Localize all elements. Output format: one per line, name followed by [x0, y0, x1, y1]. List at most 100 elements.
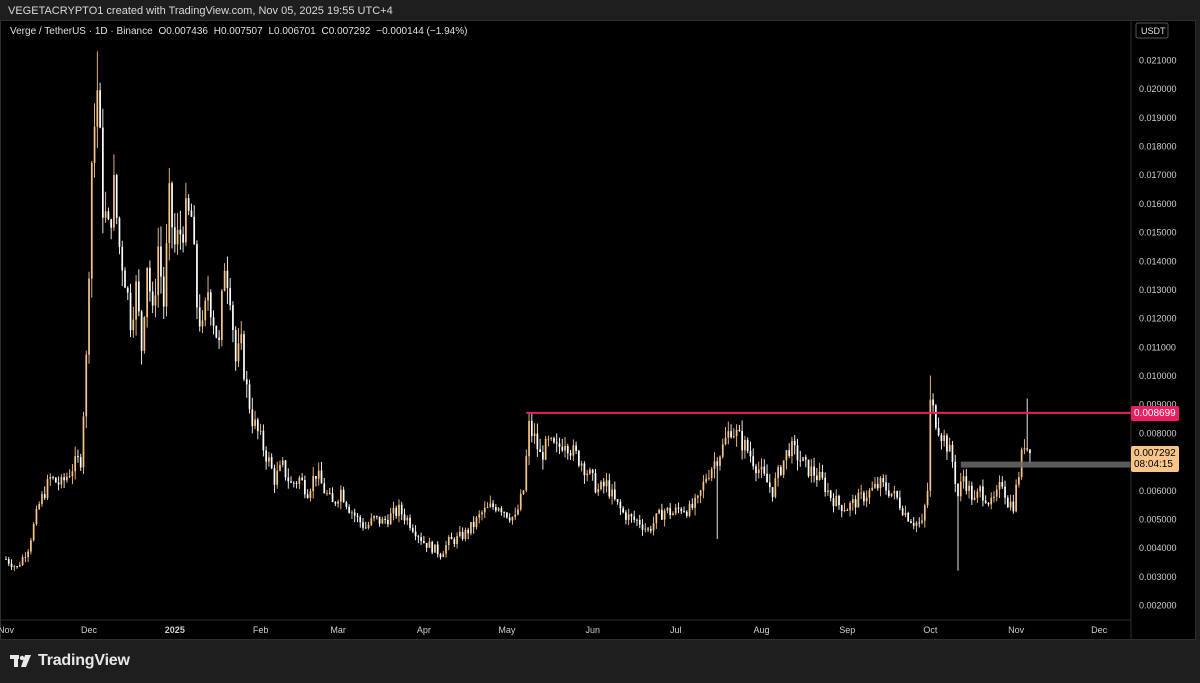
candle-361 [1004, 480, 1006, 505]
tradingview-brand[interactable]: TradingView [38, 652, 130, 669]
candle-43 [124, 267, 126, 288]
candle-34 [99, 82, 101, 129]
ohlc-high: H0.007507 [213, 26, 263, 37]
candle-76 [215, 325, 218, 339]
candle-117 [328, 488, 331, 495]
candle-75 [212, 310, 215, 335]
candle-364 [1012, 494, 1015, 514]
candle-347 [965, 469, 968, 495]
candle-235 [655, 513, 658, 529]
candle-214 [597, 483, 600, 497]
candle-297 [827, 482, 829, 496]
candle-3 [13, 564, 16, 571]
candle-232 [647, 527, 649, 532]
candle-86 [243, 330, 245, 382]
candle-87 [245, 370, 248, 398]
candle-111 [312, 467, 315, 499]
candle-90 [254, 410, 256, 430]
candle-9 [30, 537, 32, 555]
candle-264 [735, 424, 738, 447]
candle-279 [777, 464, 779, 487]
candle-273 [760, 458, 763, 479]
candle-5 [18, 561, 21, 568]
candle-263 [732, 428, 735, 439]
candle-138 [387, 514, 389, 528]
candle-293 [816, 468, 818, 487]
candle-234 [652, 516, 655, 536]
symbol-name[interactable]: Verge / TetherUS · 1D · Binance [10, 26, 153, 37]
candle-335 [932, 393, 934, 412]
price-tick-15: 0.006000 [1139, 486, 1177, 496]
candle-269 [749, 441, 752, 463]
candle-53 [151, 281, 154, 314]
candle-126 [353, 508, 356, 523]
candle-45 [129, 283, 132, 338]
candle-190 [530, 413, 533, 443]
candle-349 [970, 481, 973, 505]
candle-148 [414, 525, 417, 541]
candle-118 [331, 487, 334, 503]
candle-135 [378, 516, 381, 527]
candle-56 [160, 226, 162, 294]
candle-352 [979, 484, 981, 498]
candle-48 [137, 269, 140, 317]
overlays [526, 411, 1131, 468]
candle-106 [298, 475, 301, 490]
candle-230 [641, 519, 644, 536]
candle-161 [450, 532, 453, 540]
candle-247 [688, 500, 691, 518]
candle-200 [558, 437, 561, 455]
candle-83 [234, 326, 237, 371]
candle-146 [409, 514, 411, 531]
candle-242 [674, 503, 677, 516]
price-tick-19: 0.002000 [1139, 601, 1177, 611]
candle-226 [630, 513, 633, 523]
candle-140 [392, 501, 395, 521]
candle-72 [204, 297, 207, 327]
candle-314 [874, 477, 876, 489]
candle-92 [259, 423, 262, 435]
candle-countdown: 08:04:15 [1134, 459, 1173, 471]
candle-295 [821, 464, 824, 480]
candle-35 [102, 108, 104, 234]
candle-109 [306, 489, 309, 499]
price-tick-0: 0.021000 [1139, 56, 1177, 66]
candle-17 [52, 475, 54, 480]
candle-170 [475, 516, 478, 530]
time-tick-3: Feb [253, 625, 269, 635]
candle-340 [946, 433, 948, 460]
candle-194 [542, 445, 544, 470]
candle-249 [694, 493, 696, 516]
candle-179 [500, 506, 503, 516]
candle-286 [796, 438, 799, 471]
candle-134 [375, 515, 378, 520]
candle-233 [649, 525, 652, 534]
candle-8 [27, 549, 29, 563]
candle-318 [885, 474, 887, 495]
candle-23 [68, 469, 71, 478]
candle-29 [85, 350, 88, 429]
candle-84 [237, 328, 240, 368]
candle-18 [54, 476, 57, 483]
candle-345 [959, 472, 962, 502]
candle-213 [594, 469, 597, 494]
ohlc-legend: Verge / TetherUS · 1D · Binance O0.00743… [10, 26, 470, 37]
candle-16 [49, 473, 52, 487]
candle-292 [813, 457, 815, 483]
candle-11 [35, 505, 38, 526]
candle-171 [478, 510, 481, 524]
candle-180 [503, 511, 505, 518]
price-tick-1: 0.020000 [1139, 84, 1177, 94]
candle-139 [389, 507, 392, 525]
candle-184 [514, 507, 517, 520]
candlestick-chart[interactable]: USDT 0.0210000.0200000.0190000.0180000.0… [0, 20, 1196, 640]
support-zone[interactable] [960, 461, 1131, 468]
candle-305 [849, 500, 851, 517]
candle-182 [508, 513, 511, 523]
candle-246 [685, 510, 688, 518]
candle-219 [611, 484, 613, 505]
candle-127 [356, 513, 359, 523]
price-tick-13: 0.008000 [1139, 428, 1177, 438]
candle-157 [439, 552, 442, 560]
currency-badge[interactable] [1135, 22, 1169, 39]
